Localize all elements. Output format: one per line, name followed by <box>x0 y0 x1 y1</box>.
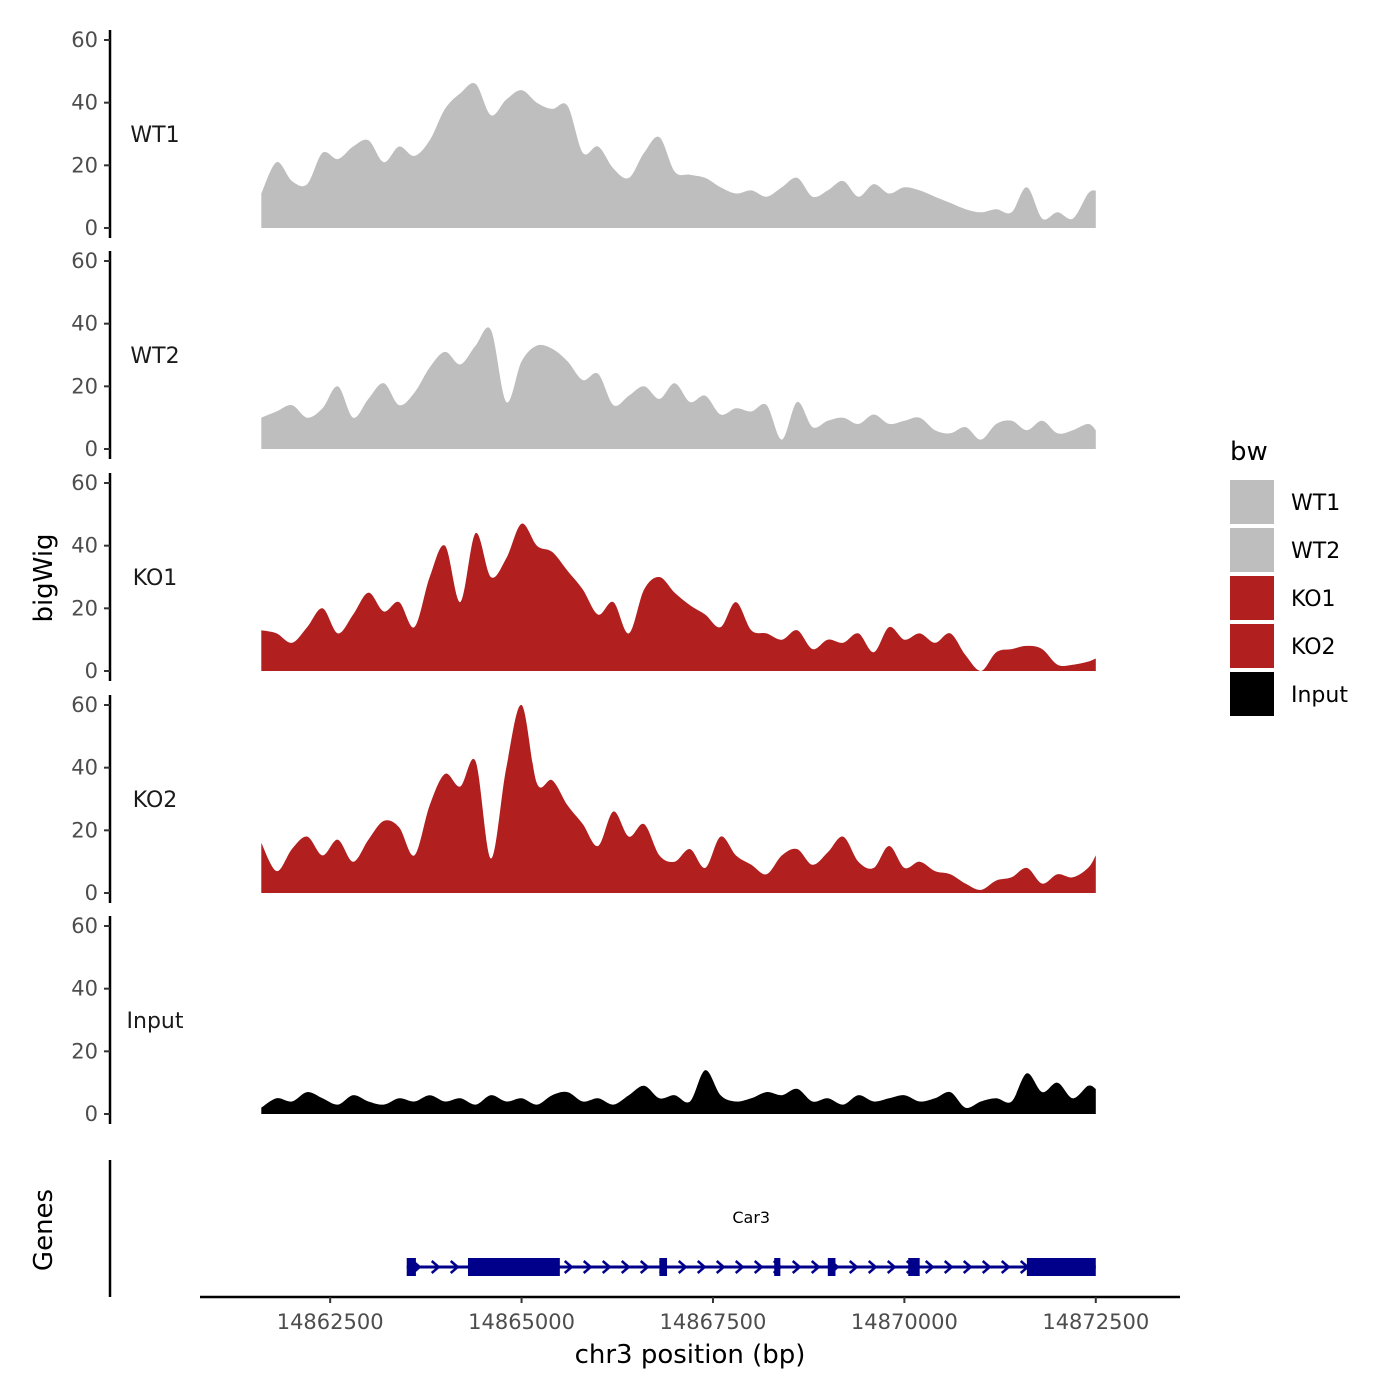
y-tick-label: 40 <box>71 977 98 1001</box>
track-label: WT2 <box>130 344 179 369</box>
strand-chevron <box>791 1260 802 1274</box>
legend-swatch-ko1 <box>1230 576 1274 620</box>
gene-exon <box>1026 1258 1096 1276</box>
y-tick-label: 60 <box>71 471 98 495</box>
legend: bw WT1 WT2 KO1 KO2 Input <box>1230 437 1348 716</box>
gene-exon <box>774 1258 781 1276</box>
strand-chevron <box>848 1260 859 1274</box>
gene-panel: Car3 <box>108 1160 1096 1297</box>
gene-exon <box>406 1258 416 1276</box>
genes-axis-title: Genes <box>29 1189 59 1271</box>
coverage-area-wt2 <box>261 327 1096 449</box>
track-input: 0 20 40 60 Input <box>71 914 1096 1126</box>
gene-exon <box>467 1258 560 1276</box>
legend-label: WT1 <box>1291 491 1340 516</box>
coverage-area-input <box>261 1070 1096 1114</box>
strand-chevron <box>696 1260 707 1274</box>
x-tick-label: 14867500 <box>660 1310 767 1334</box>
y-tick-label: 20 <box>71 1039 98 1063</box>
coverage-area-ko2 <box>261 704 1096 893</box>
strand-chevron <box>981 1260 992 1274</box>
track-ko1: 0 20 40 60 KO1 <box>71 471 1096 683</box>
strand-chevron <box>753 1260 764 1274</box>
strand-chevron <box>430 1260 441 1274</box>
bigwig-tracks: 0 20 40 60 WT1 0 20 40 60 WT2 0 20 40 60 KO1 0 20 40 60 KO2… <box>71 28 1096 1126</box>
legend-title: bw <box>1230 437 1268 467</box>
strand-chevron <box>639 1260 650 1274</box>
gene-exon <box>827 1258 836 1276</box>
y-tick-label: 40 <box>71 91 98 115</box>
strand-chevron <box>924 1260 935 1274</box>
x-tick-label: 14872500 <box>1042 1310 1149 1334</box>
strand-chevron <box>582 1260 593 1274</box>
gene-label: Car3 <box>732 1208 770 1227</box>
strand-chevron <box>715 1260 726 1274</box>
y-axis-title: bigWig <box>29 533 59 622</box>
legend-label: WT2 <box>1291 539 1340 564</box>
track-ko2: 0 20 40 60 KO2 <box>71 693 1096 905</box>
legend-swatch-wt2 <box>1230 528 1274 572</box>
strand-chevron <box>620 1260 631 1274</box>
x-tick-label: 14870000 <box>851 1310 958 1334</box>
y-tick-label: 60 <box>71 249 98 273</box>
strand-chevron <box>1000 1260 1011 1274</box>
track-label: WT1 <box>130 123 179 148</box>
track-wt2: 0 20 40 60 WT2 <box>71 249 1096 461</box>
y-tick-label: 20 <box>71 596 98 620</box>
coverage-area-ko1 <box>261 523 1096 671</box>
track-label: KO1 <box>133 566 178 591</box>
gene-exon <box>908 1258 920 1276</box>
y-tick-label: 20 <box>71 374 98 398</box>
strand-chevron <box>943 1260 954 1274</box>
legend-swatch-wt1 <box>1230 480 1274 524</box>
y-tick-label: 0 <box>85 216 98 240</box>
y-tick-label: 20 <box>71 818 98 842</box>
x-axis-title: chr3 position (bp) <box>575 1340 806 1370</box>
y-tick-label: 0 <box>85 437 98 461</box>
y-tick-label: 0 <box>85 881 98 905</box>
strand-chevron <box>563 1260 574 1274</box>
strand-chevron <box>810 1260 821 1274</box>
y-tick-label: 40 <box>71 534 98 558</box>
x-tick-label: 14865000 <box>468 1310 575 1334</box>
strand-chevron <box>449 1260 460 1274</box>
y-tick-label: 40 <box>71 756 98 780</box>
track-label: Input <box>127 1009 184 1034</box>
y-tick-label: 60 <box>71 28 98 52</box>
legend-swatch-ko2 <box>1230 624 1274 668</box>
y-tick-label: 60 <box>71 693 98 717</box>
strand-chevron <box>867 1260 878 1274</box>
track-wt1: 0 20 40 60 WT1 <box>71 28 1096 240</box>
strand-chevron <box>886 1260 897 1274</box>
y-tick-label: 0 <box>85 659 98 683</box>
y-tick-label: 0 <box>85 1102 98 1126</box>
legend-swatch-input <box>1230 672 1274 716</box>
legend-label: KO2 <box>1291 635 1336 660</box>
x-tick-label: 14862500 <box>277 1310 384 1334</box>
y-tick-label: 60 <box>71 914 98 938</box>
y-tick-label: 20 <box>71 153 98 177</box>
strand-chevron <box>734 1260 745 1274</box>
legend-label: Input <box>1291 683 1348 708</box>
coverage-area-wt1 <box>261 83 1096 228</box>
legend-label: KO1 <box>1291 587 1336 612</box>
gene-exon <box>659 1258 668 1276</box>
strand-chevron <box>601 1260 612 1274</box>
strand-chevron <box>962 1260 973 1274</box>
x-axis: 14862500 14865000 14867500 14870000 14872500 <box>200 1295 1180 1334</box>
gene-car3: Car3 <box>406 1208 1096 1276</box>
y-tick-label: 40 <box>71 312 98 336</box>
track-label: KO2 <box>133 788 178 813</box>
strand-chevron <box>677 1260 688 1274</box>
